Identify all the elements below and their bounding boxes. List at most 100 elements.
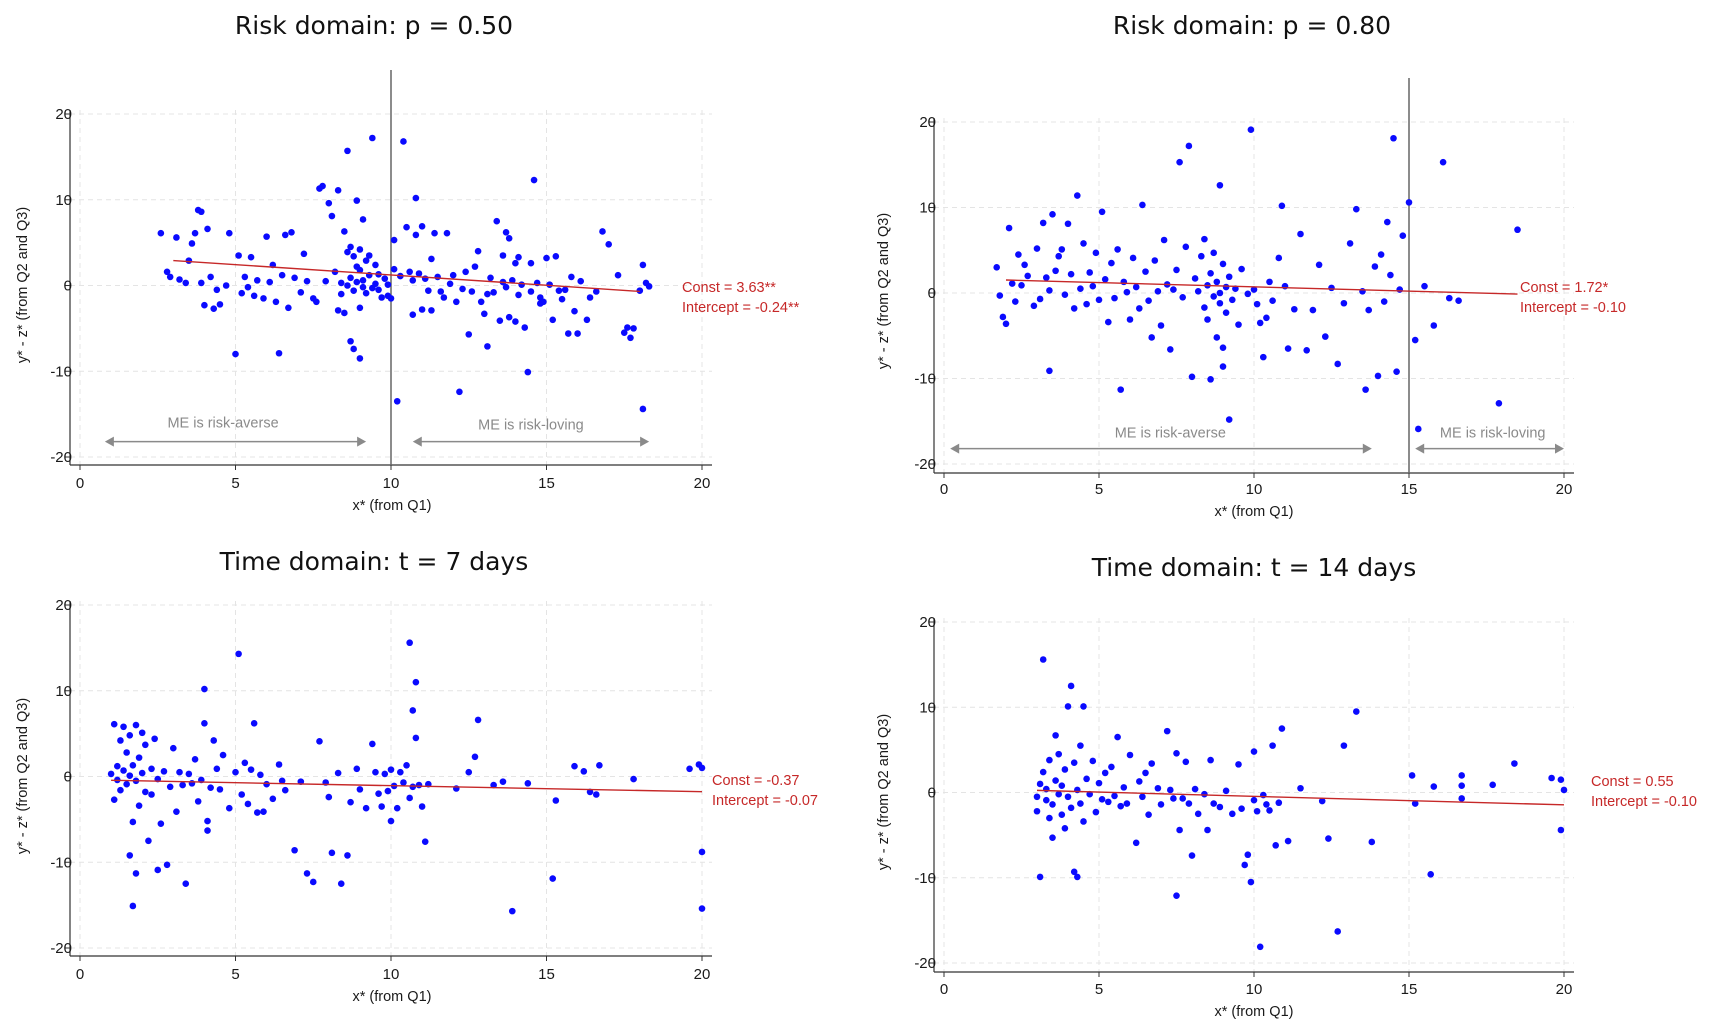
data-point [1176,158,1183,166]
data-point [1052,777,1059,784]
data-point [132,721,140,729]
fit-intercept-label: Intercept = -0.24** [682,300,800,316]
data-point [1043,796,1050,804]
data-point [1244,851,1252,859]
data-point [1250,748,1258,755]
data-point [387,766,395,773]
data-point [552,797,560,804]
fit-const-label: Const = 0.55 [1591,774,1674,790]
data-point [502,229,510,236]
data-point [250,720,258,727]
data-point [443,229,451,237]
data-point [1105,318,1112,326]
data-point [1170,286,1177,293]
data-point [182,880,190,887]
data-point [1334,928,1341,935]
data-point [1108,259,1115,267]
x-tick-label: 20 [1556,481,1573,498]
data-point [1039,219,1047,227]
y-tick-label: 20 [919,114,936,131]
y-tick-label: -10 [50,363,72,380]
arrow-head-right [640,436,650,447]
data-point [1074,192,1081,199]
data-point [163,861,171,869]
data-point [1012,298,1019,305]
data-point [1077,742,1084,749]
data-point [592,791,600,798]
data-point [1269,742,1276,749]
data-point [325,199,333,207]
data-point [126,772,134,779]
data-point [586,788,594,796]
data-point [698,764,706,772]
data-point [1278,202,1286,210]
y-tick-label: 20 [919,614,936,631]
data-point [415,781,423,789]
data-point [1216,803,1224,811]
data-point [1067,804,1075,812]
data-point [1213,334,1221,341]
data-point [235,650,242,658]
data-point [1098,796,1106,803]
y-tick-label: -20 [914,456,936,473]
data-point [1204,826,1211,834]
data-point [1070,305,1078,312]
data-point [412,734,420,742]
y-tick-label: -10 [914,371,936,388]
arrow-label: ME is risk-loving [1440,425,1546,441]
data-point [1058,782,1066,789]
data-point [518,281,525,288]
data-point [403,762,410,769]
data-point [1052,267,1059,275]
data-point [1427,871,1434,878]
data-point [1123,288,1131,296]
y-tick-label: 0 [928,785,936,802]
data-point [421,838,429,845]
data-point [555,287,563,294]
data-point [1328,284,1335,292]
data-point [1070,868,1078,876]
data-point [1064,220,1072,228]
data-point [1235,321,1242,328]
data-point [176,768,183,776]
data-point [372,280,379,288]
data-point [400,779,407,786]
data-point [1411,800,1419,807]
data-point [1198,252,1205,260]
data-point [1061,766,1069,773]
data-point [1390,134,1397,142]
data-point [1148,334,1155,341]
data-point [160,768,168,775]
data-point [1064,793,1072,801]
data-point [1263,801,1270,808]
data-point [1210,800,1217,807]
data-point [319,182,326,190]
data-point [571,762,578,770]
data-point [334,307,342,314]
data-point [197,208,205,216]
data-point [490,781,497,789]
y-tick-label: 20 [55,106,72,123]
data-point [359,277,367,284]
x-tick-label: 10 [383,475,400,492]
data-point [1222,283,1230,291]
data-point [1207,270,1214,277]
data-point [1408,772,1416,779]
data-point [1253,807,1261,815]
data-point [166,273,174,281]
data-point [1111,294,1118,302]
data-point [471,753,479,761]
data-point [344,248,351,256]
data-point [397,768,404,776]
data-point [418,803,426,810]
data-point [418,223,426,230]
data-point [1043,785,1050,793]
y-tick-label: -20 [50,449,72,466]
data-point [481,310,488,318]
data-point [356,304,364,312]
data-point [487,274,494,282]
panel-title: Risk domain: p = 0.80 [1113,11,1391,40]
data-point [1036,873,1044,881]
data-point [1194,810,1202,818]
data-point [1384,218,1391,226]
